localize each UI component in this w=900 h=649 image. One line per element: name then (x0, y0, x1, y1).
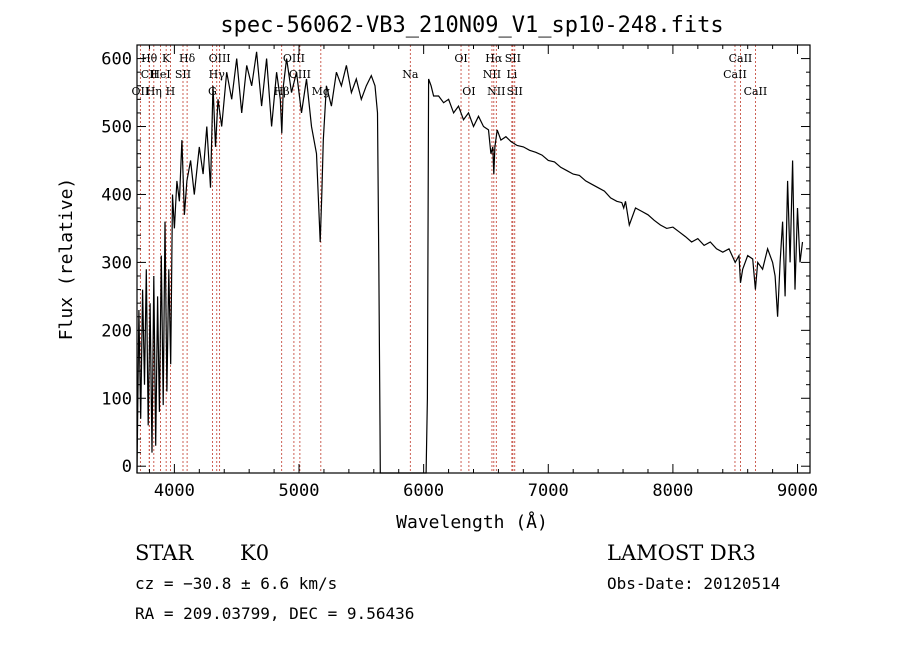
line-label-4: HeI (150, 68, 170, 81)
line-label-10: Hγ (209, 68, 226, 81)
y-axis-label: Flux (relative) (56, 178, 77, 341)
x-axis-label: Wavelength (Å) (396, 511, 548, 533)
line-label-2: OII (132, 85, 150, 98)
line-label-16: Na (402, 68, 419, 81)
x-tick-label-1: 5000 (279, 481, 320, 501)
line-label-5: H (166, 85, 176, 98)
x-axis-ticks: 4000 5000 6000 7000 8000 9000 (148, 45, 818, 501)
line-label-3: Hη (146, 85, 162, 98)
chart-title: spec-56062-VB3_210N09_V1_sp10-248.fits (220, 13, 723, 38)
line-label-24: SII (507, 85, 523, 98)
line-label-14: Hβ (274, 85, 290, 98)
y-tick-label-3: 300 (101, 253, 132, 273)
flux-spectrum-line (136, 51, 804, 474)
line-label-1: CII (141, 68, 158, 81)
line-label-7: SII (175, 68, 191, 81)
y-tick-label-0: 0 (122, 457, 132, 477)
x-tick-label-3: 7000 (528, 481, 569, 501)
line-label-27: CaII (744, 85, 768, 98)
x-tick-label-2: 6000 (403, 481, 444, 501)
plot-frame (136, 44, 811, 474)
line-label-12: OIII (283, 52, 305, 65)
x-tick-label-5: 9000 (777, 481, 818, 501)
line-label-9: OIII (209, 52, 231, 65)
line-label-23: Li (506, 68, 517, 81)
line-label-0: Hθ (141, 52, 158, 65)
line-label-26: CaII (723, 68, 747, 81)
obs-date-text: Obs-Date: 20120514 (607, 574, 780, 593)
redshift-text: cz = −30.8 ± 6.6 km/s (135, 574, 337, 593)
y-axis-ticks: 0 100 200 300 400 500 600 (101, 50, 810, 477)
line-label-8: Hδ (179, 52, 196, 65)
line-label-19: Hα (485, 52, 503, 65)
line-label-6: K (162, 52, 171, 65)
line-label-13: OIII (289, 68, 311, 81)
object-class: STAR (135, 541, 194, 565)
line-label-20: NII (483, 68, 501, 81)
survey-label: LAMOST DR3 (607, 541, 756, 565)
y-tick-label-4: 400 (101, 185, 132, 205)
spectral-line-markers (139, 45, 756, 473)
x-tick-label-4: 8000 (652, 481, 693, 501)
line-label-22: SII (505, 52, 521, 65)
y-tick-label-6: 600 (101, 50, 132, 70)
y-tick-label-2: 200 (101, 321, 132, 341)
x-tick-label-0: 4000 (154, 481, 195, 501)
line-label-25: CaII (729, 52, 753, 65)
object-subclass: K0 (240, 541, 269, 565)
y-tick-label-5: 500 (101, 118, 132, 138)
line-label-21: NII (487, 85, 505, 98)
ra-dec-text: RA = 209.03799, DEC = 9.56436 (135, 604, 414, 623)
line-label-17: OI (454, 52, 467, 65)
line-label-18: OI (462, 85, 475, 98)
y-tick-label-1: 100 (101, 389, 132, 409)
